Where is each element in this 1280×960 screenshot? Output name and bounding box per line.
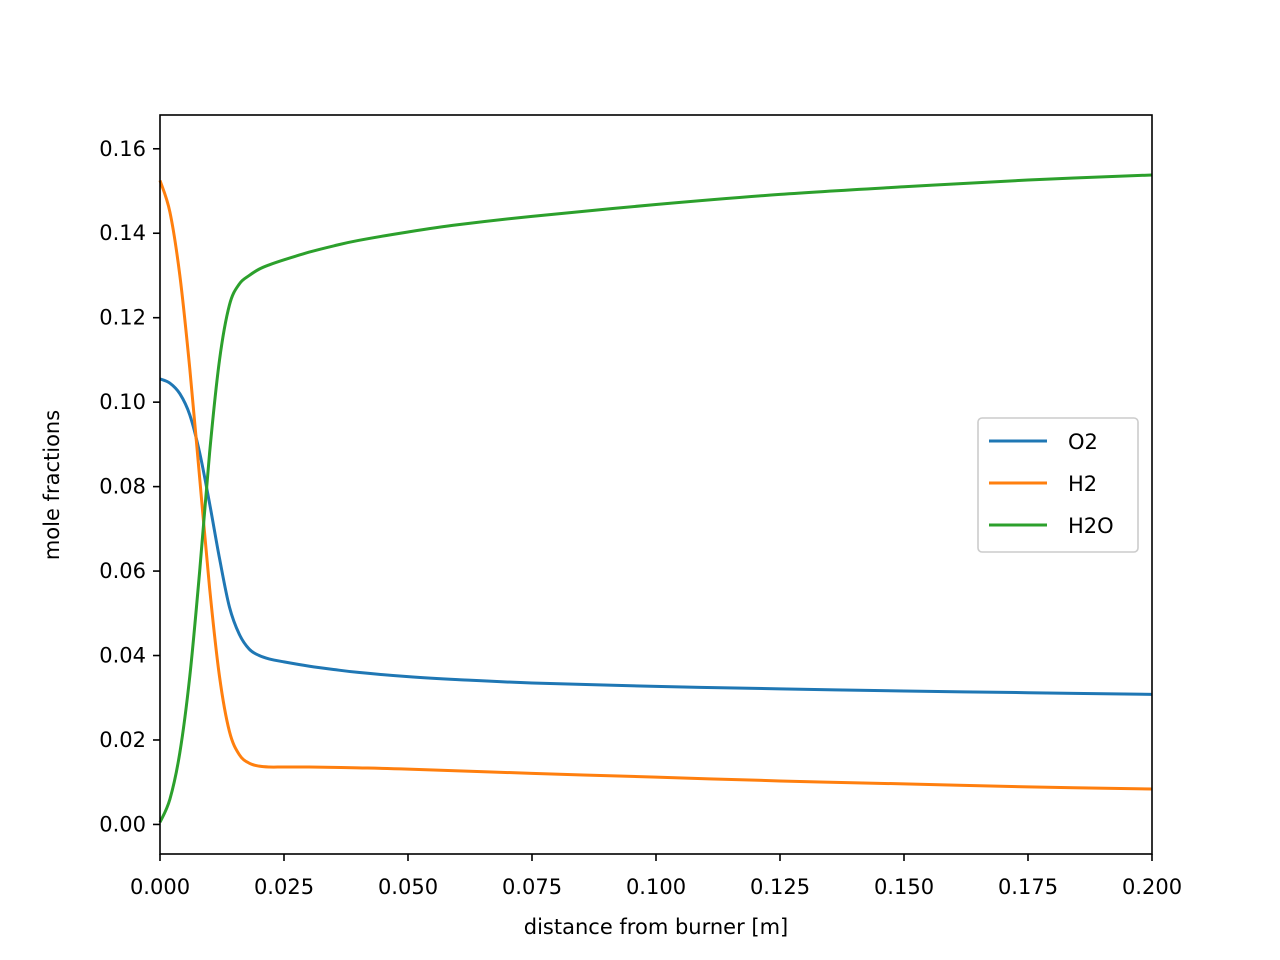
x-tick-label: 0.200 bbox=[1122, 875, 1182, 899]
y-tick-label: 0.04 bbox=[99, 644, 146, 668]
y-tick-label: 0.12 bbox=[99, 306, 146, 330]
x-tick-label: 0.125 bbox=[750, 875, 810, 899]
legend-label-h2o: H2O bbox=[1068, 514, 1114, 538]
x-axis-label: distance from burner [m] bbox=[524, 915, 789, 939]
x-tick-label: 0.100 bbox=[626, 875, 686, 899]
y-axis-label: mole fractions bbox=[40, 410, 64, 560]
y-tick-label: 0.02 bbox=[99, 728, 146, 752]
series-layer bbox=[158, 173, 1153, 823]
legend-label-o2: O2 bbox=[1068, 430, 1098, 454]
y-tick-label: 0.00 bbox=[99, 812, 146, 836]
x-tick-label: 0.000 bbox=[130, 875, 190, 899]
x-tick-label: 0.025 bbox=[254, 875, 314, 899]
y-tick-label: 0.16 bbox=[99, 137, 146, 161]
x-tick-label: 0.050 bbox=[378, 875, 438, 899]
y-axis: 0.00 0.02 0.04 0.06 0.08 0.10 0.12 0.14 0.16 bbox=[99, 137, 160, 836]
x-axis: 0.000 0.025 0.050 0.075 0.100 0.125 0.150 0.175… bbox=[130, 854, 1182, 899]
legend-label-h2: H2 bbox=[1068, 472, 1097, 496]
y-tick-label: 0.14 bbox=[99, 221, 146, 245]
legend-box bbox=[977, 417, 1139, 553]
series-line-h2o bbox=[158, 173, 1153, 823]
legend: O2 H2 H2O bbox=[977, 417, 1139, 553]
series-line-h2 bbox=[158, 179, 1153, 791]
x-tick-label: 0.075 bbox=[502, 875, 562, 899]
y-tick-label: 0.06 bbox=[99, 559, 146, 583]
x-tick-label: 0.175 bbox=[998, 875, 1058, 899]
y-tick-label: 0.08 bbox=[99, 475, 146, 499]
series-line-o2 bbox=[159, 377, 1153, 696]
x-tick-label: 0.150 bbox=[874, 875, 934, 899]
y-tick-label: 0.10 bbox=[99, 390, 146, 414]
